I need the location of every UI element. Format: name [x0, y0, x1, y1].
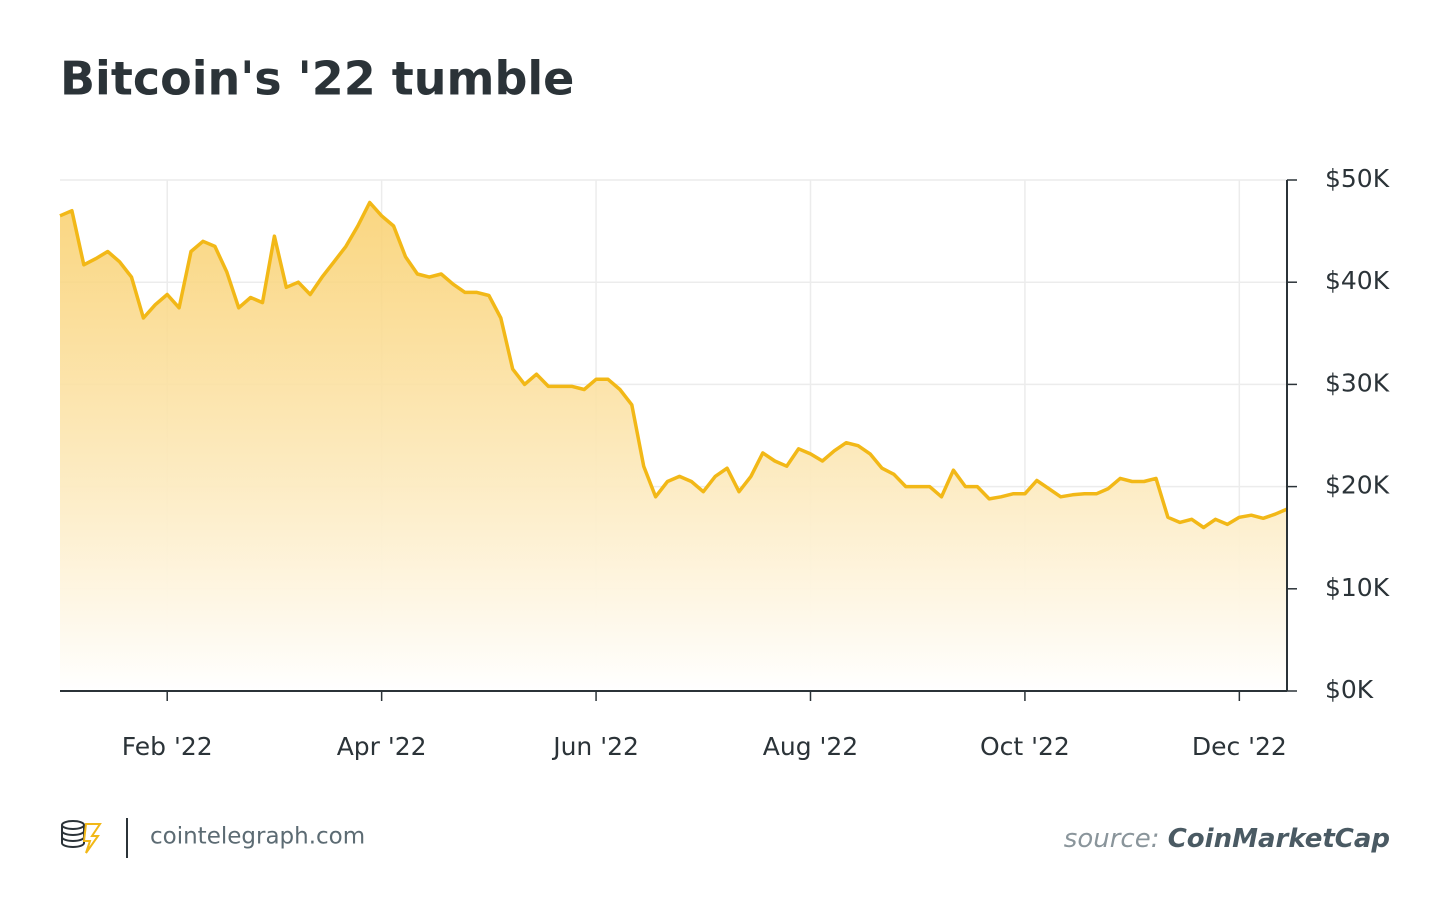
source-name: CoinMarketCap [1168, 824, 1390, 854]
x-tick-label: Apr '22 [337, 732, 427, 761]
y-tick-label: $50K [1325, 164, 1390, 193]
area-fill [60, 202, 1287, 691]
price-line [59, 200, 1288, 530]
x-tick-label: Dec '22 [1192, 732, 1287, 761]
x-tick-label: Jun '22 [551, 732, 639, 761]
y-tick-label: $30K [1325, 368, 1390, 397]
y-tick-label: $10K [1325, 573, 1390, 602]
source: source: CoinMarketCap [1064, 824, 1390, 854]
x-tick-label: Feb '22 [122, 732, 213, 761]
brand: cointelegraph.com [150, 824, 365, 850]
logo [61, 820, 102, 854]
chart-title: Bitcoin's '22 tumble [60, 52, 574, 106]
y-tick-label: $20K [1325, 471, 1390, 500]
x-tick-label: Oct '22 [980, 732, 1070, 761]
y-tick-label: $40K [1325, 266, 1390, 295]
source-label: source: [1064, 824, 1160, 854]
y-tick-label: $0K [1325, 675, 1374, 704]
plot: $0K $10K $20K $30K $40K $50K Feb '22 Apr '22 Jun… [59, 164, 1390, 761]
x-tick-label: Aug '22 [763, 732, 858, 761]
